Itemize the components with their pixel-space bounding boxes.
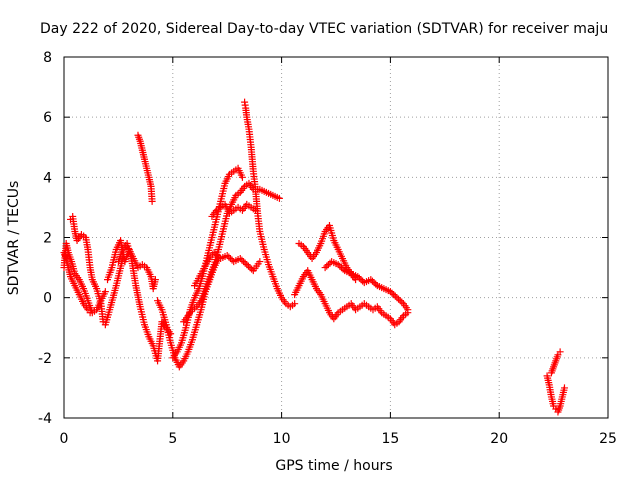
series-arc-n (291, 267, 412, 329)
data-point (391, 292, 399, 300)
data-point (354, 273, 362, 281)
data-point (336, 262, 344, 270)
data-point (339, 265, 347, 273)
data-point (212, 250, 220, 258)
data-point (368, 277, 376, 285)
data-point (321, 264, 329, 272)
data-point (355, 274, 363, 282)
data-point (248, 265, 256, 273)
x-tick-label: 25 (599, 431, 617, 447)
data-point (151, 276, 159, 284)
x-tick-label: 5 (168, 431, 177, 447)
data-point (398, 298, 406, 306)
data-point (367, 276, 375, 284)
series-arc-l (191, 249, 264, 290)
data-point (395, 295, 403, 303)
series-arc-p (543, 372, 568, 416)
data-point (148, 197, 156, 205)
data-point (275, 194, 283, 202)
data-points (60, 98, 568, 416)
series-arc-h (169, 164, 246, 362)
y-tick-label: 0 (43, 291, 52, 307)
series-arc-b (67, 212, 127, 329)
data-point (243, 261, 251, 269)
data-point (388, 289, 396, 297)
series-arc-o (321, 258, 412, 314)
data-point (226, 255, 234, 263)
y-axis-label: SDTVAR / TECUs (6, 181, 22, 296)
data-point (238, 173, 246, 181)
data-point (337, 264, 345, 272)
series-arc-j (208, 200, 259, 220)
data-point (404, 306, 412, 314)
y-tick-label: 6 (43, 110, 52, 126)
data-point (390, 291, 398, 299)
data-point (86, 309, 94, 317)
x-tick-label: 0 (60, 431, 69, 447)
series-arc-d (104, 237, 159, 293)
data-point (334, 261, 342, 269)
data-point (213, 252, 221, 260)
data-point (223, 252, 231, 260)
data-point (323, 262, 331, 270)
series-arc-c (60, 249, 94, 317)
y-tick-label: 2 (43, 231, 52, 247)
data-point (225, 253, 233, 261)
series-arc-f (134, 131, 156, 205)
chart-title: Day 222 of 2020, Sidereal Day-to-day VTE… (40, 21, 608, 37)
series-arc-q (547, 348, 564, 377)
y-tick-label: 8 (43, 50, 52, 66)
data-point (393, 294, 401, 302)
data-point (324, 261, 332, 269)
data-point (244, 262, 252, 270)
data-point (291, 300, 299, 308)
x-tick-label: 15 (381, 431, 399, 447)
x-axis-label: GPS time / hours (275, 458, 392, 474)
x-tick-label: 10 (273, 431, 291, 447)
data-point (560, 384, 568, 392)
data-point (556, 348, 564, 356)
data-point (241, 259, 249, 267)
data-point (210, 249, 218, 257)
axis-ticks: 0 5 10 15 20 25 -4 -2 0 2 4 6 8 (38, 50, 617, 447)
data-point (372, 280, 380, 288)
y-tick-label: -2 (38, 351, 52, 367)
data-point (240, 258, 248, 266)
data-point (101, 288, 109, 296)
data-point (396, 297, 404, 305)
data-point (370, 279, 378, 287)
series-arc-k (241, 98, 299, 311)
data-point (386, 288, 394, 296)
data-point (246, 264, 254, 272)
data-point (238, 256, 246, 264)
data-point (236, 255, 244, 263)
y-tick-label: 4 (43, 170, 52, 186)
data-point (256, 258, 264, 266)
x-tick-label: 20 (490, 431, 508, 447)
y-tick-label: -4 (38, 411, 52, 427)
data-point (357, 276, 365, 284)
